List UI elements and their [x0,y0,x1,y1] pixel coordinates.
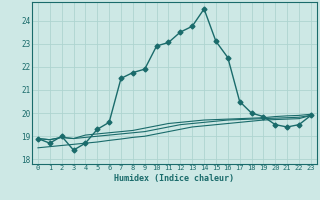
X-axis label: Humidex (Indice chaleur): Humidex (Indice chaleur) [115,174,234,183]
